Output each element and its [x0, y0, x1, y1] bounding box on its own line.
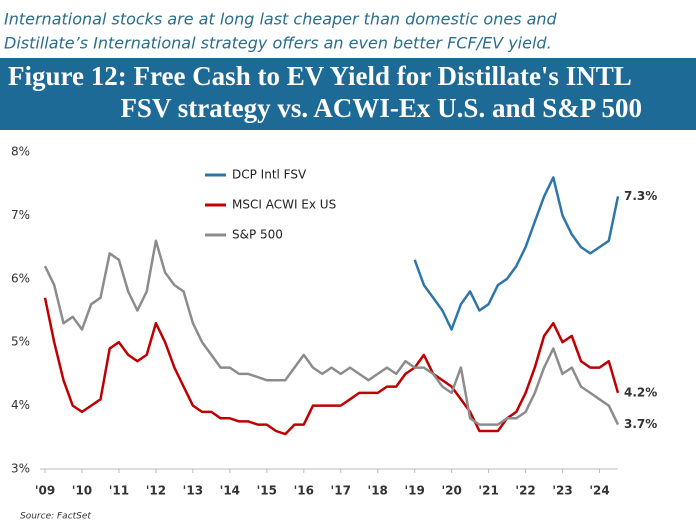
x-tick-label: '11 [109, 484, 129, 498]
y-tick-label: 5% [11, 335, 30, 349]
series-line [413, 176, 620, 331]
series-line [43, 297, 620, 436]
x-tick-label: '16 [294, 484, 314, 498]
subtitle: Distillate’s International strategy offe… [4, 34, 552, 53]
x-tick-label: '24 [589, 484, 609, 498]
x-tick-label: '13 [183, 484, 203, 498]
x-tick-label: '15 [257, 484, 277, 498]
y-tick-label: 7% [11, 208, 30, 222]
y-tick-label: 6% [11, 271, 30, 285]
x-tick-label: '23 [552, 484, 572, 498]
x-tick-label: '09 [35, 484, 55, 498]
series-line [43, 239, 620, 426]
x-tick-label: '14 [220, 484, 240, 498]
legend-label: MSCI ACWI Ex US [232, 198, 336, 212]
chart-title: FSV strategy vs. ACWI-Ex U.S. and S&P 50… [120, 93, 642, 123]
x-tick-label: '18 [368, 484, 388, 498]
end-label: 7.3% [624, 189, 657, 203]
y-tick-label: 3% [11, 462, 30, 476]
end-label: 3.7% [624, 417, 657, 431]
title-banner [0, 58, 696, 130]
x-tick-label: '22 [515, 484, 535, 498]
legend-label: S&P 500 [232, 228, 283, 242]
source: Source: FactSet [20, 512, 91, 522]
y-tick-label: 4% [11, 398, 30, 412]
x-tick-label: '20 [441, 484, 461, 498]
subtitle: International stocks are at long last ch… [4, 10, 558, 29]
chart-title: Figure 12: Free Cash to EV Yield for Dis… [8, 61, 632, 91]
end-label: 4.2% [624, 385, 657, 399]
legend-label: DCP Intl FSV [232, 168, 307, 182]
x-tick-label: '10 [72, 484, 92, 498]
x-tick-label: '19 [404, 484, 424, 498]
x-tick-label: '17 [331, 484, 351, 498]
x-tick-label: '21 [478, 484, 498, 498]
x-tick-label: '12 [146, 484, 166, 498]
y-tick-label: 8% [11, 145, 30, 159]
